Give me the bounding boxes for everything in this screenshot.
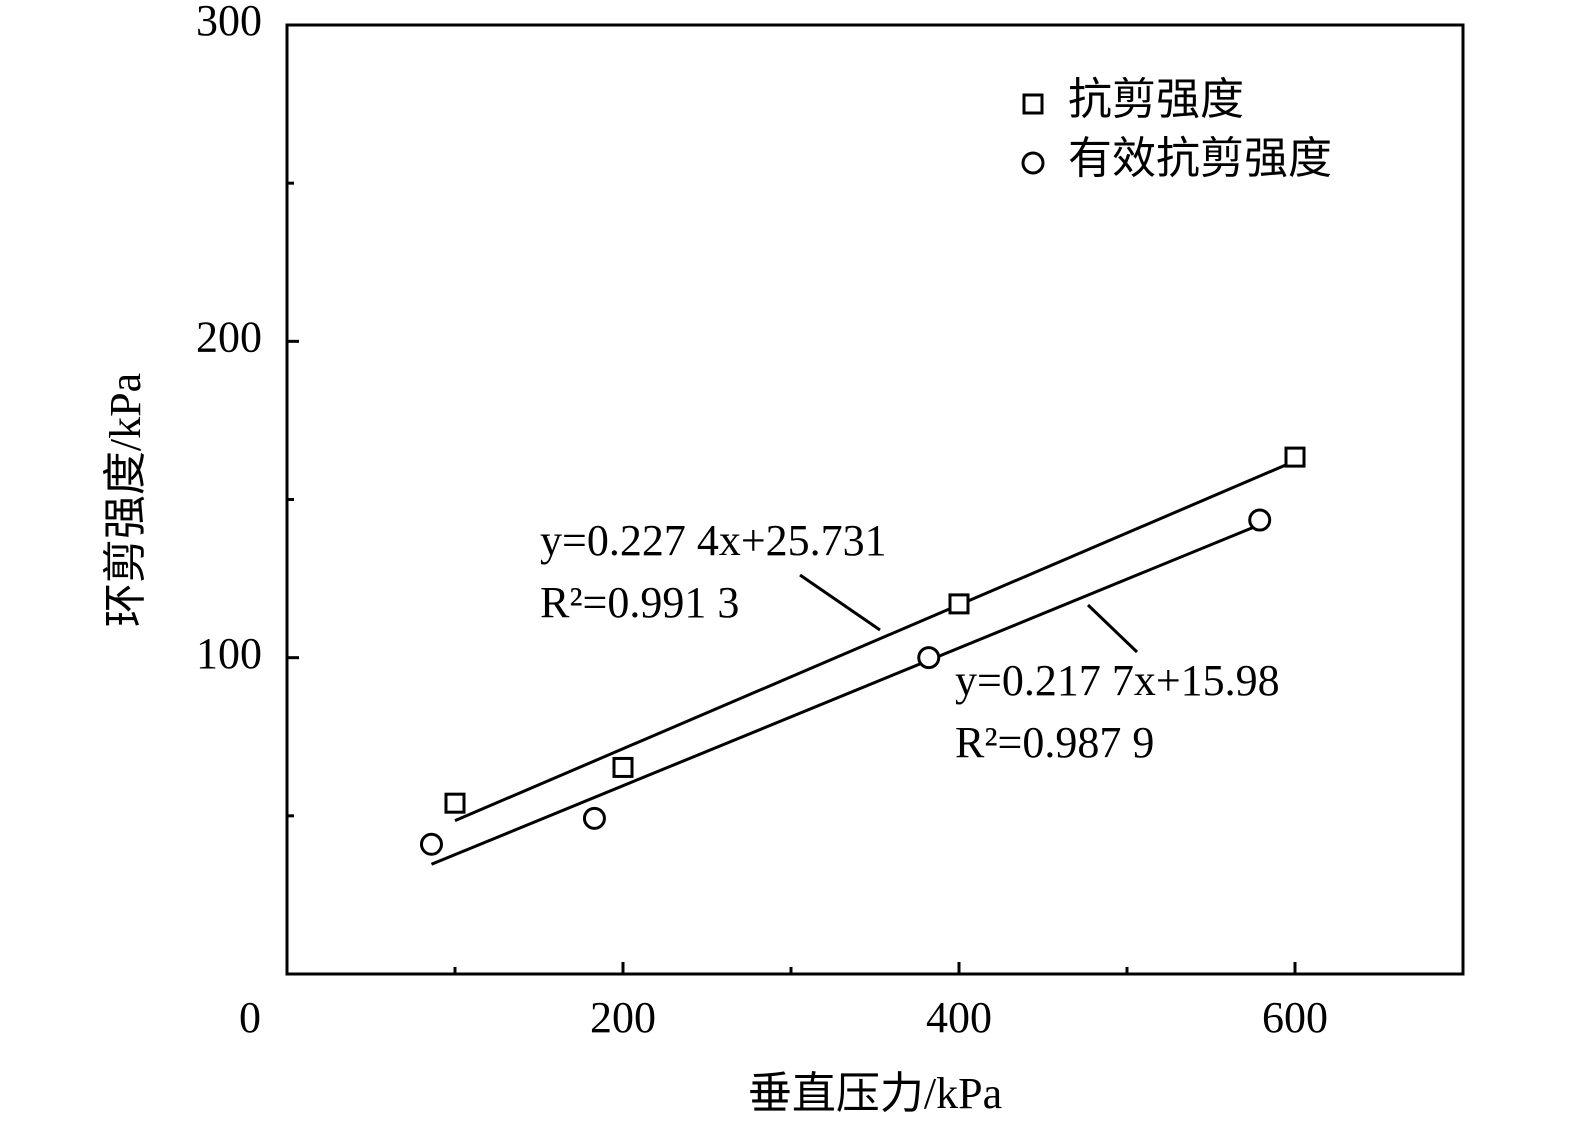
data-point xyxy=(444,792,466,814)
data-point xyxy=(948,593,970,615)
legend-label: 抗剪强度 xyxy=(1068,75,1244,124)
fit-equation: y=0.227 4x+25.731 xyxy=(540,516,887,565)
x-tick-label: 200 xyxy=(590,993,656,1042)
y-tick-label: 200 xyxy=(196,312,262,361)
data-point xyxy=(612,756,634,778)
leader-line xyxy=(1086,603,1139,654)
leader-line xyxy=(799,573,881,632)
x-axis-label: 垂直压力/kPa xyxy=(748,1069,1002,1118)
fit-equation: y=0.217 7x+15.98 xyxy=(955,656,1280,705)
legend-marker xyxy=(1022,93,1044,115)
data-point xyxy=(1248,508,1272,532)
fit-r2: R²=0.991 3 xyxy=(540,578,739,627)
fit-r2: R²=0.987 9 xyxy=(955,718,1154,767)
y-tick-label: 100 xyxy=(196,629,262,678)
data-point xyxy=(582,806,606,830)
x-tick-label: 400 xyxy=(926,993,992,1042)
legend-marker xyxy=(1021,151,1045,175)
y-axis-label: 环剪强度/kPa xyxy=(101,373,150,627)
legend-label: 有效抗剪强度 xyxy=(1068,134,1332,183)
y-tick-label: 300 xyxy=(196,0,262,45)
data-point xyxy=(419,832,443,856)
fit-line xyxy=(430,523,1261,866)
fit-line xyxy=(454,459,1296,823)
x-tick-label: 600 xyxy=(1262,993,1328,1042)
data-point xyxy=(1284,446,1306,468)
x-tick-label: 0 xyxy=(239,993,261,1042)
data-point xyxy=(917,646,941,670)
